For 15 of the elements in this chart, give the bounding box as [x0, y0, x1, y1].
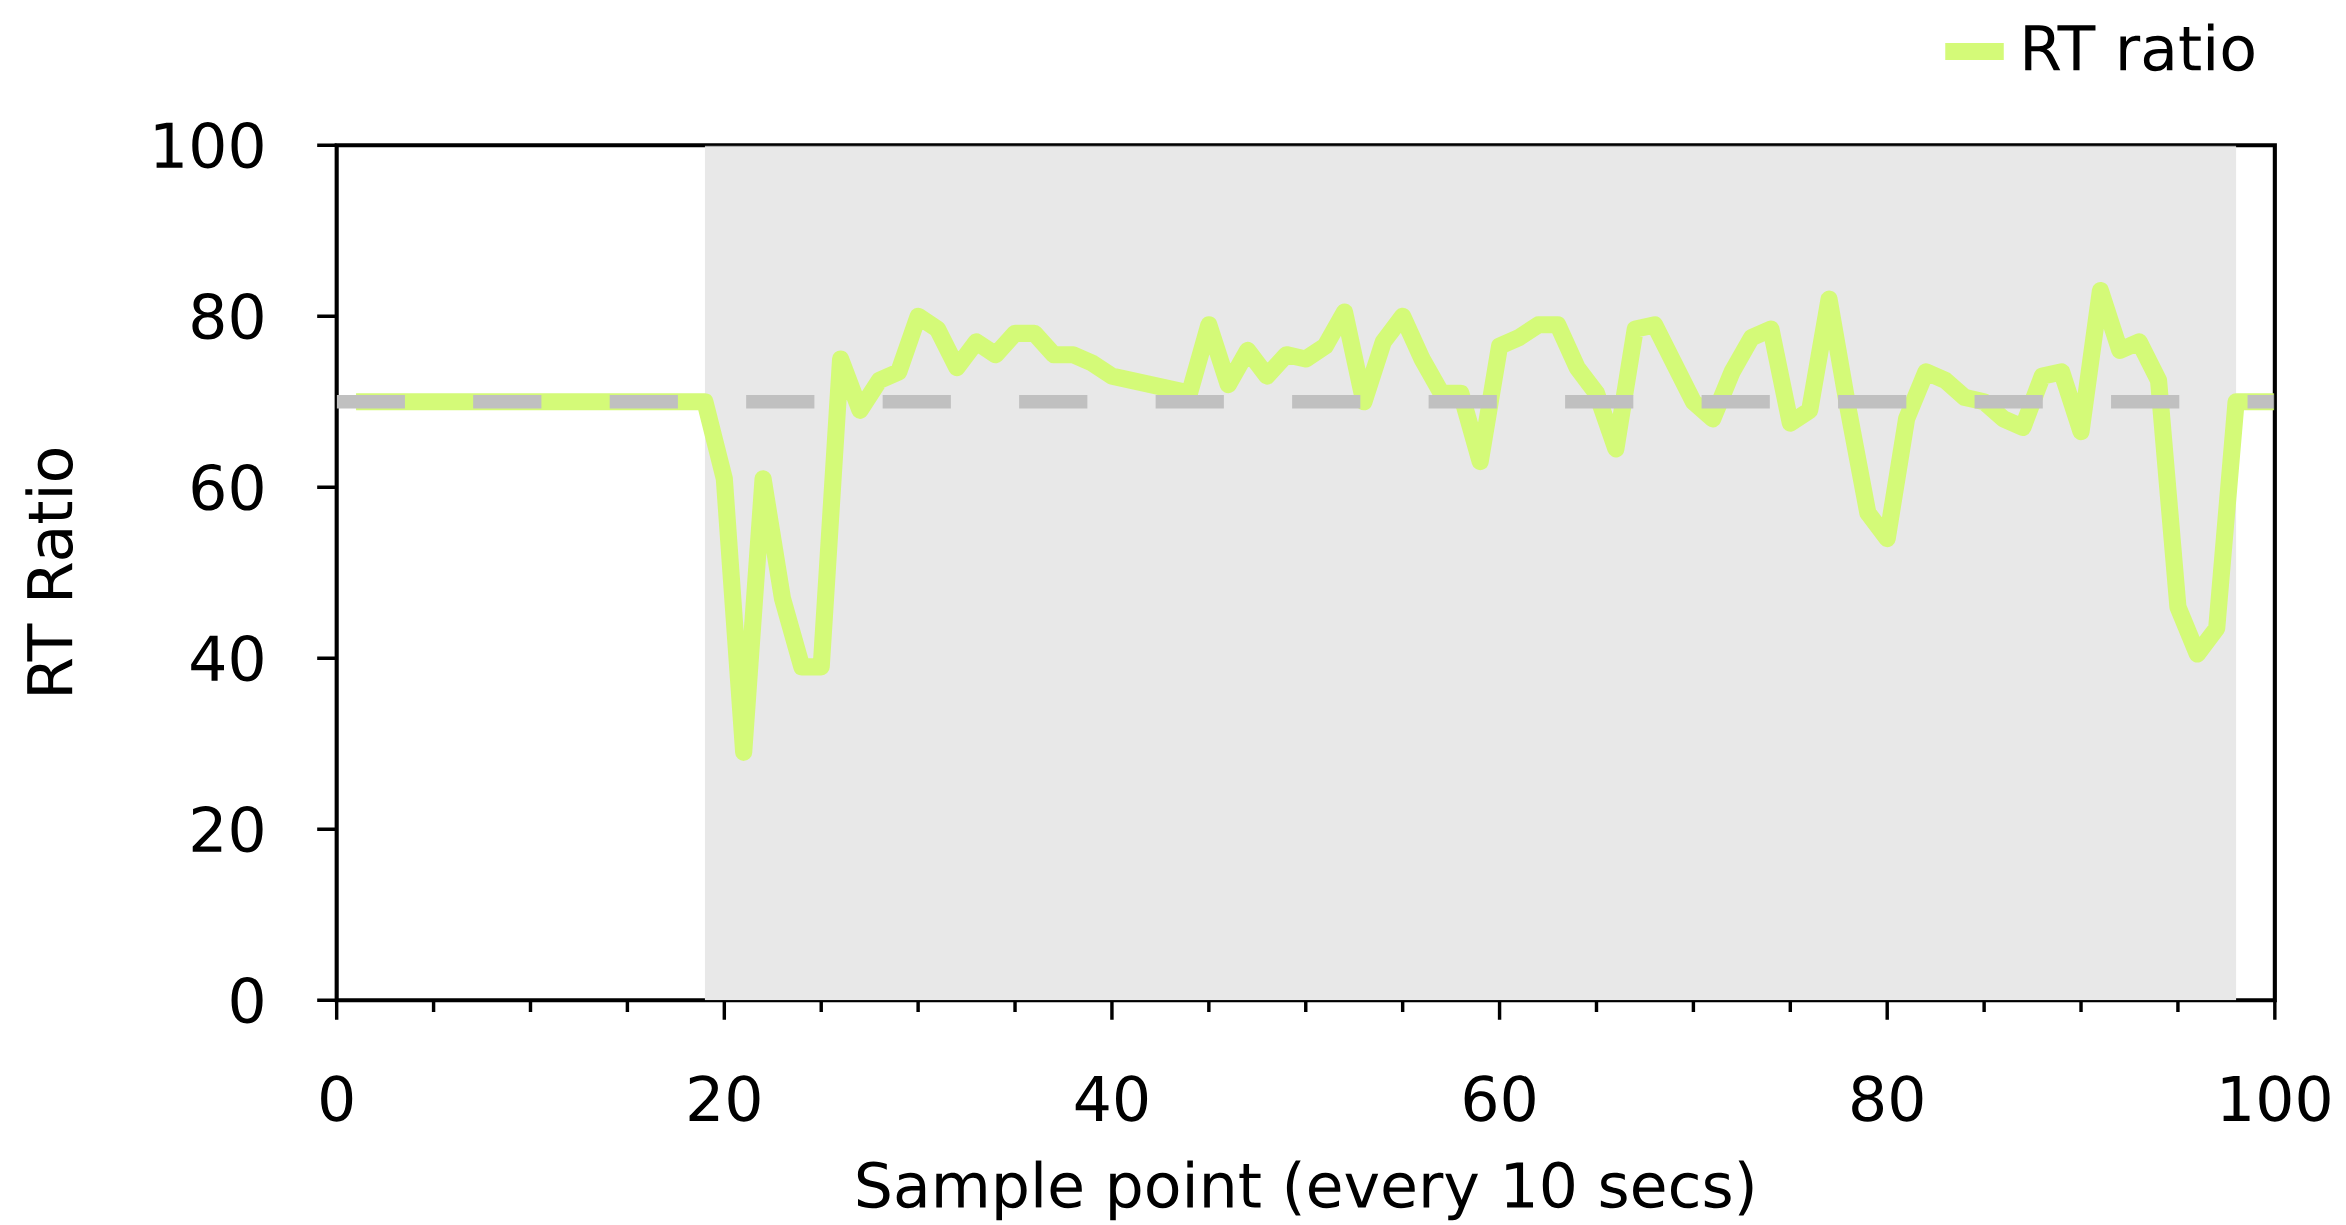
y-tick-label: 100 — [155, 122, 263, 169]
x-tick-label: 60 — [1464, 1075, 1535, 1123]
x-tick-label: 80 — [1852, 1075, 1923, 1123]
y-tick-label: 80 — [192, 293, 263, 340]
x-tick-label: 40 — [1075, 1075, 1148, 1123]
y-tick-label: 0 — [231, 977, 263, 1024]
y-axis-title: RT Ratio — [25, 449, 74, 694]
y-tick-label: 40 — [191, 635, 263, 682]
legend-label: RT ratio — [2025, 23, 2254, 72]
x-tick-label: 0 — [321, 1075, 353, 1123]
y-tick-label: 60 — [192, 464, 263, 511]
x-tick-label: 20 — [689, 1075, 760, 1123]
x-tick-label: 100 — [2222, 1075, 2330, 1123]
y-tick-label: 20 — [192, 806, 263, 853]
x-axis-title: Sample point (every 10 secs) — [857, 1160, 1753, 1221]
